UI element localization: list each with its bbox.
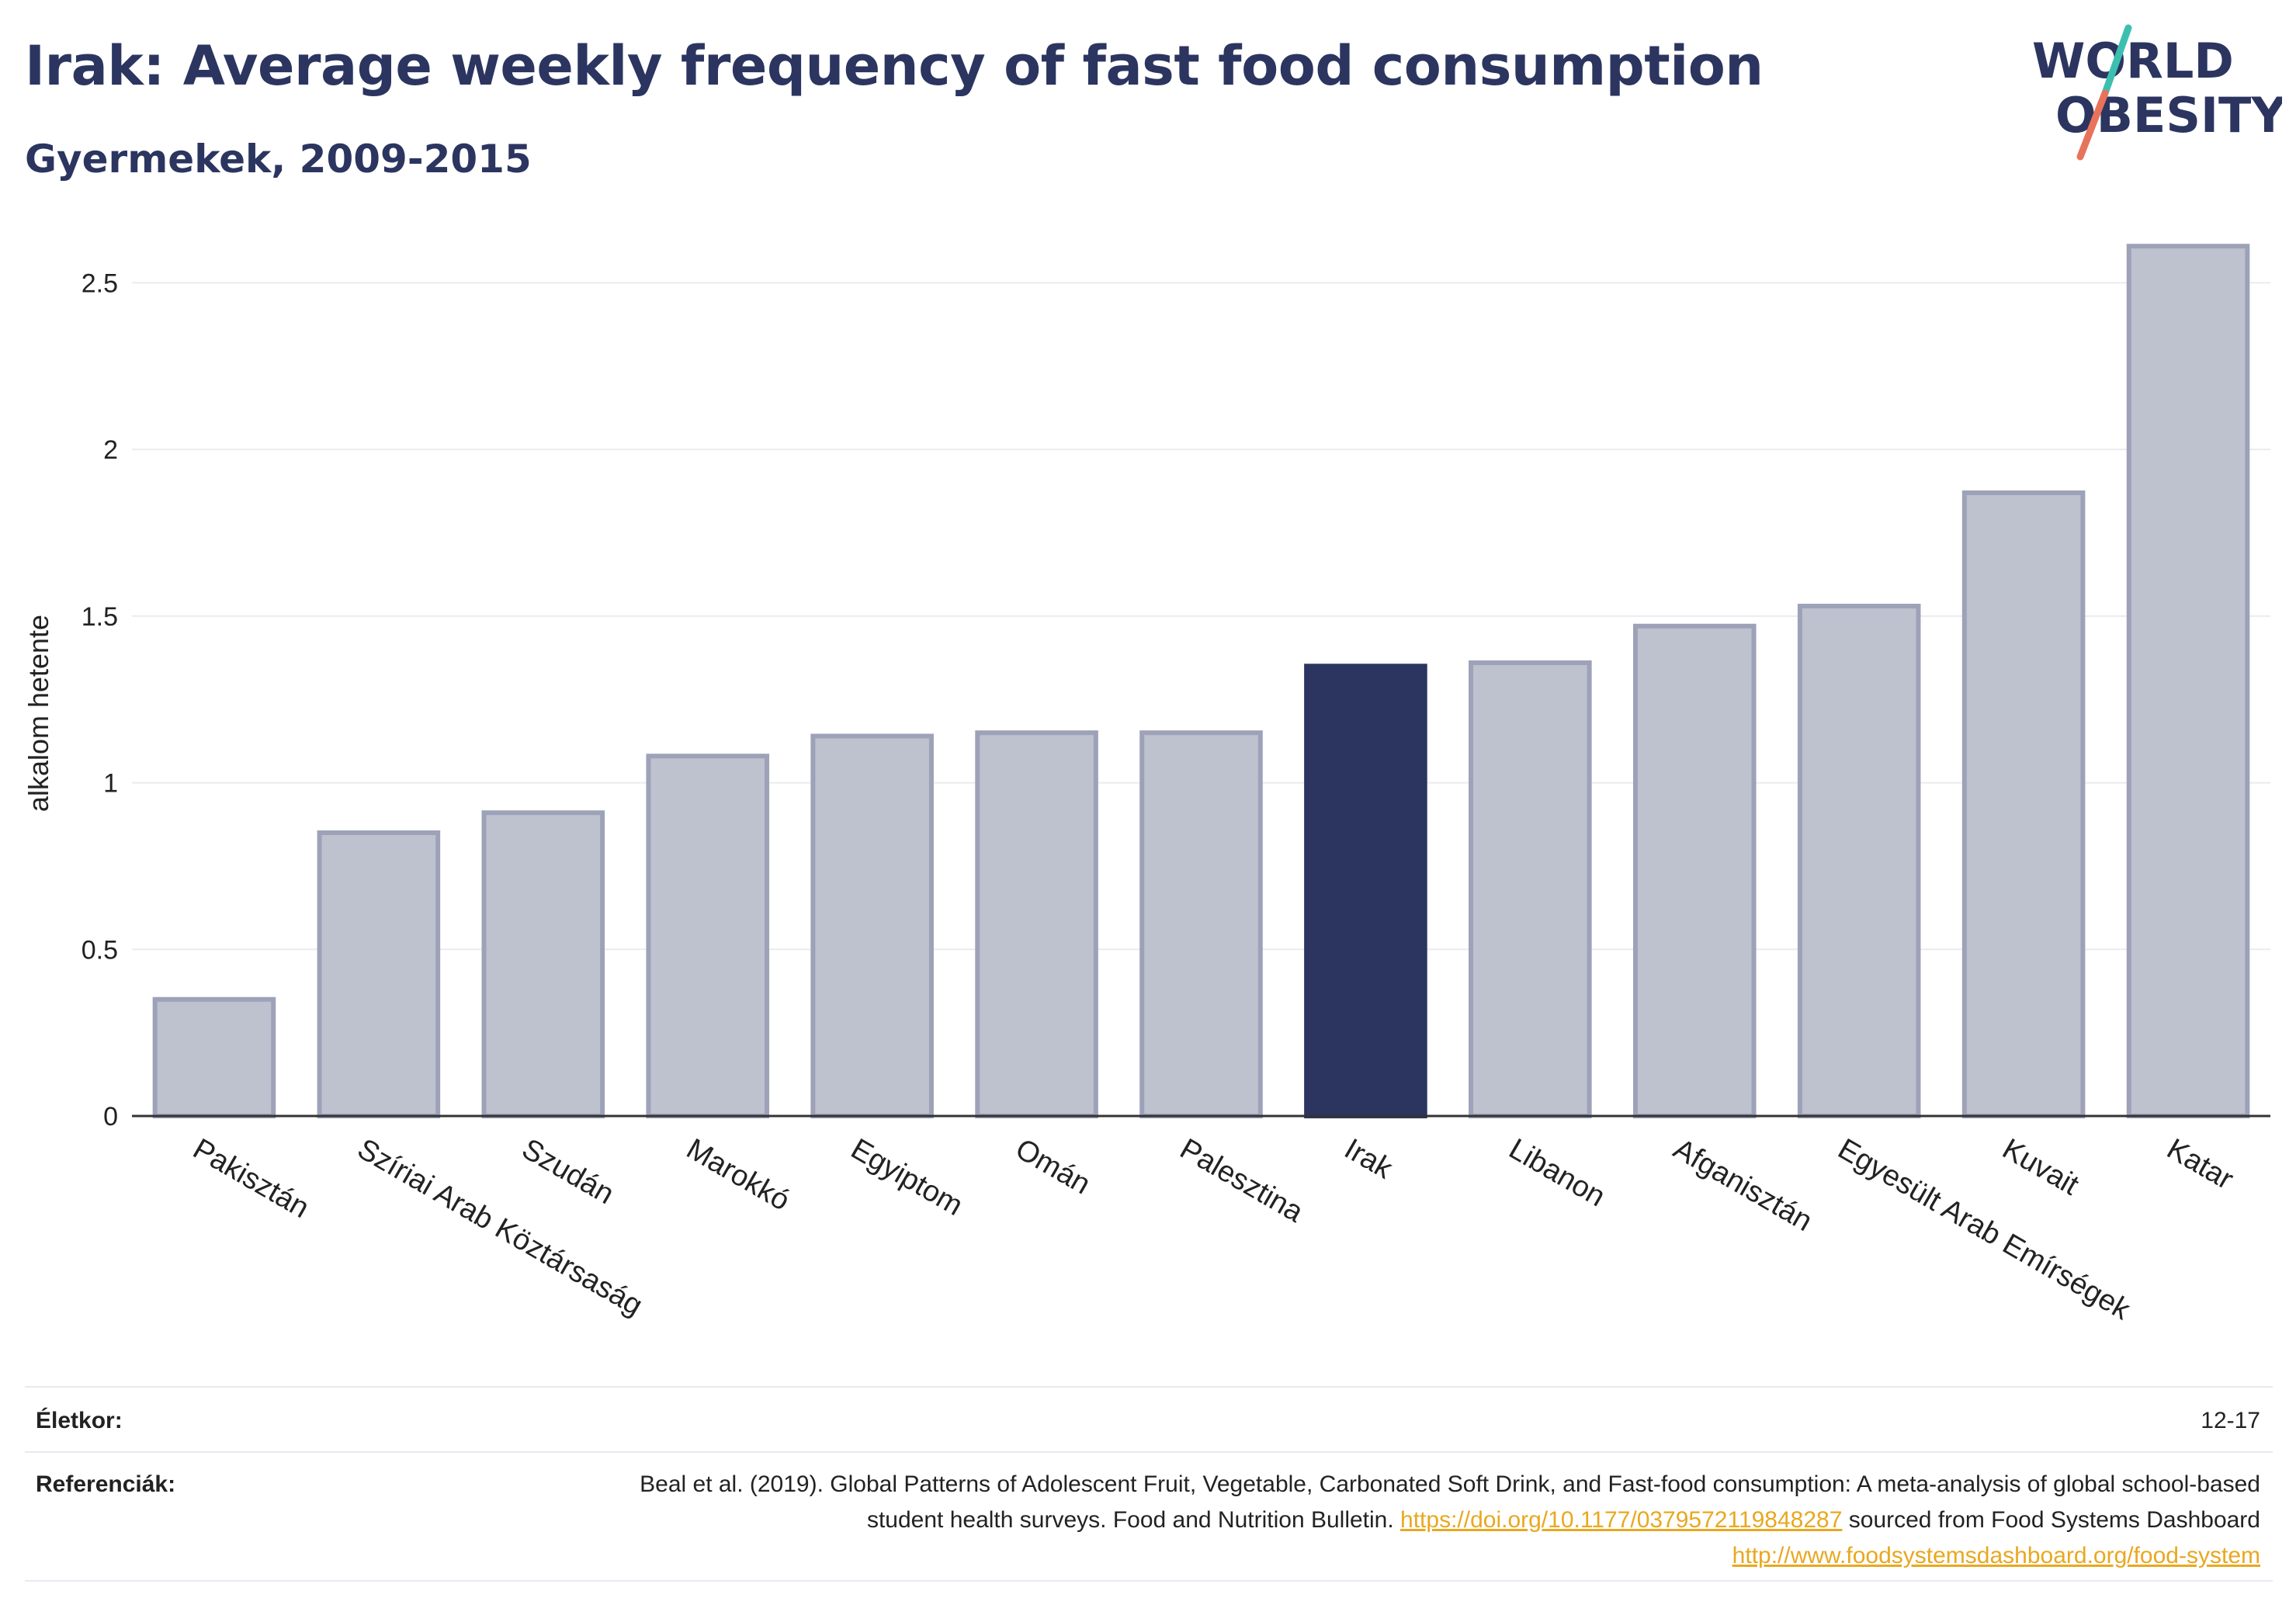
logo-slash-coral (2076, 89, 2109, 161)
bar-5 (975, 730, 1098, 1118)
bar-1 (317, 830, 441, 1118)
x-tick-label: Libanon (1503, 1132, 1611, 1213)
bar-8 (1469, 660, 1592, 1118)
references-source: sourced from Food Systems Dashboard (1842, 1507, 2260, 1533)
bars (152, 244, 2250, 1119)
bar-4 (810, 733, 934, 1119)
logo-slash-teal (2101, 24, 2132, 97)
footer-divider-middle (25, 1451, 2273, 1453)
bar-chart: 0 0.5 1 1.5 2 2.5 Pakisztán Szíriai Arab Köztá… (23, 244, 2270, 1327)
bar-0 (152, 996, 276, 1118)
y-tick-label: 1.5 (82, 602, 118, 632)
bar-3 (646, 754, 770, 1118)
bar-12 (2126, 244, 2250, 1118)
doi-link[interactable]: https://doi.org/10.1177/0379572119848287 (1400, 1507, 1843, 1533)
world-obesity-logo: WORLD OBESITY (2032, 24, 2282, 161)
logo-word-world: WORLD (2032, 33, 2234, 89)
x-tick-label: Palesztina (1174, 1132, 1309, 1229)
y-tick-label: 0 (103, 1102, 118, 1132)
bar-6 (1139, 730, 1263, 1118)
chart-title: Irak: Average weekly frequency of fast f… (25, 34, 1764, 98)
x-tick-label: Pakisztán (187, 1132, 314, 1225)
y-tick-label: 0.5 (82, 935, 118, 965)
x-tick-label: Egyesült Arab Emírségek (1833, 1132, 2136, 1326)
y-tick-label: 2 (103, 435, 118, 465)
y-tick-label: 2.5 (82, 269, 118, 298)
x-tick-label: Irak (1339, 1132, 1399, 1186)
food-systems-dashboard-link[interactable]: http://www.foodsystemsdashboard.org/food… (1732, 1543, 2260, 1568)
x-tick-label: Omán (1010, 1132, 1096, 1201)
footer-divider-bottom (25, 1580, 2273, 1582)
x-tick-label: Marokkó (681, 1132, 795, 1217)
references-label: Referenciák: (36, 1471, 176, 1497)
age-value: 12-17 (2201, 1408, 2260, 1433)
bar-2 (481, 810, 605, 1118)
chart-subtitle: Gyermekek, 2009-2015 (25, 137, 532, 182)
age-label: Életkor: (36, 1408, 123, 1433)
bar-10 (1797, 603, 1921, 1118)
references-text: Beal et al. (2019). Global Patterns of A… (591, 1467, 2260, 1574)
y-tick-label: 1 (103, 769, 118, 799)
x-tick-label: Egyiptom (845, 1132, 968, 1222)
bar-9 (1632, 623, 1757, 1118)
footer-divider-top (25, 1386, 2273, 1388)
x-tick-label: Katar (2162, 1132, 2239, 1196)
bar-11 (1961, 490, 2086, 1118)
x-tick-label: Kuvait (1997, 1132, 2085, 1201)
references-citation: Beal et al. (2019). Global Patterns of A… (640, 1471, 2260, 1533)
x-tick-label: Szudán (516, 1132, 619, 1211)
x-tick-label: Afganisztán (1668, 1132, 1818, 1238)
x-tick-label: Szíriai Arab Köztársaság (352, 1132, 647, 1322)
y-axis-label: alkalom hetente (23, 615, 54, 812)
bar-7 (1304, 664, 1427, 1118)
y-axis-ticks: 0 0.5 1 1.5 2 2.5 (82, 269, 118, 1132)
